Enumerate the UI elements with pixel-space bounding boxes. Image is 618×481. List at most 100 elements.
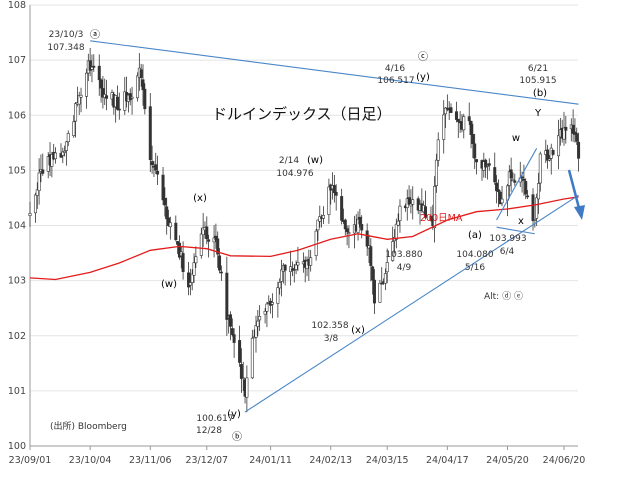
candle [276, 281, 280, 318]
candle-body [391, 241, 395, 261]
annotation-label: 4/9 [397, 263, 412, 273]
candle [63, 145, 67, 157]
candle-body [493, 167, 497, 183]
y-tick-label: 103 [8, 276, 26, 287]
wave-label: (y) [416, 72, 430, 83]
candle [507, 165, 511, 199]
x-tick-label: 24/01/11 [249, 455, 292, 466]
candle-body [205, 226, 209, 240]
y-tick-label: 104 [8, 221, 26, 232]
candle-body [444, 107, 448, 115]
candle-body [507, 171, 511, 186]
candle [473, 133, 477, 169]
annotation-label: 105.915 [519, 76, 556, 86]
candle-body [557, 135, 561, 157]
candle-body [79, 94, 83, 98]
candle-body [365, 230, 369, 247]
candle-body [442, 114, 446, 140]
candle-body [538, 153, 542, 184]
candle-body [90, 66, 94, 70]
candle-body [28, 213, 32, 216]
candle-body [318, 216, 322, 222]
candle [385, 248, 389, 284]
candle-body [522, 178, 526, 181]
candle-body [130, 96, 134, 99]
candle-body [434, 159, 438, 187]
candle [92, 54, 96, 72]
candle-body [37, 172, 41, 191]
candle-body [64, 141, 68, 151]
candle-body [327, 186, 331, 215]
candle-body [161, 174, 165, 201]
wave-label: (w) [307, 155, 323, 166]
wave-label: w [512, 133, 520, 144]
candle [316, 219, 320, 241]
candle-body [141, 79, 145, 91]
annotation-label: 23/10/3 [49, 30, 84, 40]
candle [139, 63, 143, 87]
candle-body [356, 218, 360, 233]
candle [77, 91, 81, 116]
candle-body [371, 266, 375, 281]
candle-body [498, 191, 502, 205]
trendline [496, 148, 538, 221]
candle-body [394, 223, 398, 240]
candle [538, 151, 542, 192]
candle-body [467, 116, 471, 122]
candle [358, 208, 362, 228]
candle-body [115, 96, 119, 110]
x-tick-label: 23/10/04 [69, 455, 112, 466]
candle [356, 211, 360, 241]
candle-body [187, 272, 191, 288]
candle-body [524, 181, 528, 195]
wave-label: (x) [351, 325, 365, 336]
candle-body [99, 79, 103, 89]
candle [485, 163, 489, 180]
candle-body [513, 180, 517, 183]
candle [228, 311, 232, 341]
candle [303, 256, 307, 283]
candle [496, 179, 500, 208]
candle-body [343, 219, 347, 230]
candle [263, 308, 267, 324]
candle [509, 157, 513, 192]
candle [394, 218, 398, 249]
candle [493, 152, 497, 185]
candle-body [74, 103, 78, 122]
candle-body [340, 196, 344, 221]
candle [219, 265, 223, 281]
candle [79, 87, 83, 113]
candle-body [177, 242, 181, 258]
candle [232, 328, 236, 358]
candle [212, 225, 216, 258]
candle-body [101, 88, 105, 98]
wave-label: Y [534, 108, 542, 119]
candle-body [105, 95, 109, 99]
candle [511, 172, 515, 182]
candle [513, 173, 517, 186]
candle [475, 159, 479, 175]
candle [423, 190, 427, 220]
candle-body [360, 224, 364, 231]
candle-body [436, 139, 440, 161]
candle-body [192, 262, 196, 276]
candle [352, 215, 356, 249]
wave-label: (b) [533, 88, 547, 99]
candle [269, 298, 273, 314]
annotation-label: 100.617 [196, 414, 233, 424]
candle [190, 269, 194, 291]
candle-body [283, 264, 287, 271]
candle-body [207, 239, 211, 242]
candle-body [181, 253, 185, 272]
candle-body [429, 215, 433, 221]
y-axis: 100 101 102 103 104 105 106 107 108 [8, 0, 31, 452]
alt-label: Alt: ⓓ ⓔ [484, 291, 523, 302]
candle [101, 75, 105, 109]
annotation-label: 106.517 [377, 76, 414, 86]
candle [577, 132, 581, 172]
candle-body [72, 121, 76, 136]
candle [518, 161, 522, 188]
candle-body [332, 185, 336, 194]
candle [105, 79, 109, 111]
candle [365, 223, 369, 256]
